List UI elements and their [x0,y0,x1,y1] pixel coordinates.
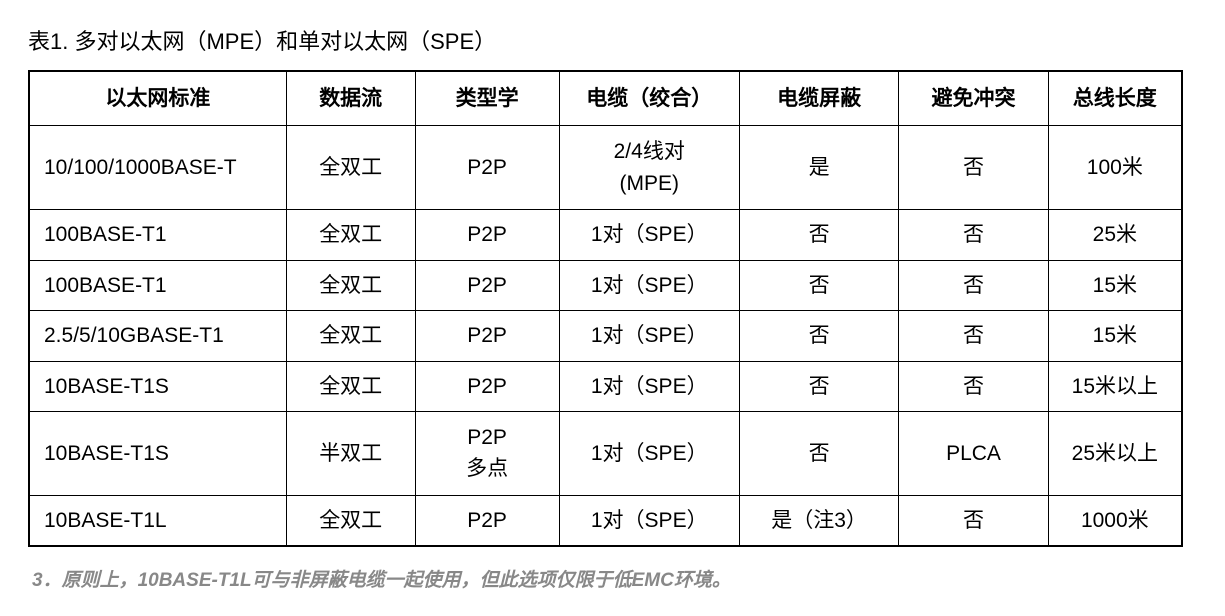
cell-collision: 否 [899,210,1048,260]
cell-standard: 100BASE-T1 [29,210,286,260]
table-row: 10BASE-T1S 半双工 P2P多点 1对（SPE） 否 PLCA 25米以… [29,411,1182,495]
header-cable: 电缆（绞合） [559,71,739,126]
cell-standard: 100BASE-T1 [29,260,286,310]
cell-dataflow: 全双工 [286,260,415,310]
cell-collision: 否 [899,495,1048,546]
cell-typology: P2P [415,260,559,310]
cell-standard: 10BASE-T1S [29,411,286,495]
header-shielding: 电缆屏蔽 [739,71,899,126]
cell-shielding: 否 [739,411,899,495]
cell-typology: P2P [415,361,559,411]
cell-shielding: 否 [739,311,899,361]
cell-collision: 否 [899,260,1048,310]
cell-length: 1000米 [1048,495,1182,546]
cell-typology: P2P [415,210,559,260]
table-row: 10BASE-T1S 全双工 P2P 1对（SPE） 否 否 15米以上 [29,361,1182,411]
cell-collision: 否 [899,361,1048,411]
table-row: 100BASE-T1 全双工 P2P 1对（SPE） 否 否 25米 [29,210,1182,260]
cell-length: 15米 [1048,311,1182,361]
cell-dataflow: 半双工 [286,411,415,495]
table-footnote: 3．原则上，10BASE-T1L可与非屏蔽电缆一起使用，但此选项仅限于低EMC环… [28,565,1197,592]
cell-dataflow: 全双工 [286,361,415,411]
table-row: 2.5/5/10GBASE-T1 全双工 P2P 1对（SPE） 否 否 15米 [29,311,1182,361]
cell-length: 100米 [1048,126,1182,210]
header-standard: 以太网标准 [29,71,286,126]
cell-length: 25米以上 [1048,411,1182,495]
cell-shielding: 是（注3） [739,495,899,546]
cell-shielding: 否 [739,260,899,310]
table-row: 100BASE-T1 全双工 P2P 1对（SPE） 否 否 15米 [29,260,1182,310]
cell-length: 25米 [1048,210,1182,260]
cell-length: 15米 [1048,260,1182,310]
cell-cable: 1对（SPE） [559,495,739,546]
cell-shielding: 否 [739,361,899,411]
cell-length: 15米以上 [1048,361,1182,411]
cell-dataflow: 全双工 [286,495,415,546]
table-body: 10/100/1000BASE-T 全双工 P2P 2/4线对(MPE) 是 否… [29,126,1182,546]
cell-standard: 2.5/5/10GBASE-T1 [29,311,286,361]
cell-cable: 1对（SPE） [559,210,739,260]
cell-typology: P2P [415,126,559,210]
ethernet-standards-table: 以太网标准 数据流 类型学 电缆（绞合） 电缆屏蔽 避免冲突 总线长度 10/1… [28,70,1183,547]
cell-shielding: 是 [739,126,899,210]
cell-typology: P2P [415,311,559,361]
cell-standard: 10/100/1000BASE-T [29,126,286,210]
cell-cable: 1对（SPE） [559,361,739,411]
cell-cable: 1对（SPE） [559,260,739,310]
header-typology: 类型学 [415,71,559,126]
table-title: 表1. 多对以太网（MPE）和单对以太网（SPE） [28,24,1197,56]
cell-cable: 1对（SPE） [559,411,739,495]
header-length: 总线长度 [1048,71,1182,126]
header-dataflow: 数据流 [286,71,415,126]
cell-cable: 2/4线对(MPE) [559,126,739,210]
cell-collision: 否 [899,126,1048,210]
table-row: 10/100/1000BASE-T 全双工 P2P 2/4线对(MPE) 是 否… [29,126,1182,210]
cell-dataflow: 全双工 [286,126,415,210]
table-row: 10BASE-T1L 全双工 P2P 1对（SPE） 是（注3） 否 1000米 [29,495,1182,546]
cell-collision: 否 [899,311,1048,361]
table-header-row: 以太网标准 数据流 类型学 电缆（绞合） 电缆屏蔽 避免冲突 总线长度 [29,71,1182,126]
cell-cable: 1对（SPE） [559,311,739,361]
cell-dataflow: 全双工 [286,311,415,361]
cell-standard: 10BASE-T1S [29,361,286,411]
cell-shielding: 否 [739,210,899,260]
cell-collision: PLCA [899,411,1048,495]
cell-dataflow: 全双工 [286,210,415,260]
header-collision: 避免冲突 [899,71,1048,126]
cell-typology: P2P [415,495,559,546]
cell-standard: 10BASE-T1L [29,495,286,546]
cell-typology: P2P多点 [415,411,559,495]
